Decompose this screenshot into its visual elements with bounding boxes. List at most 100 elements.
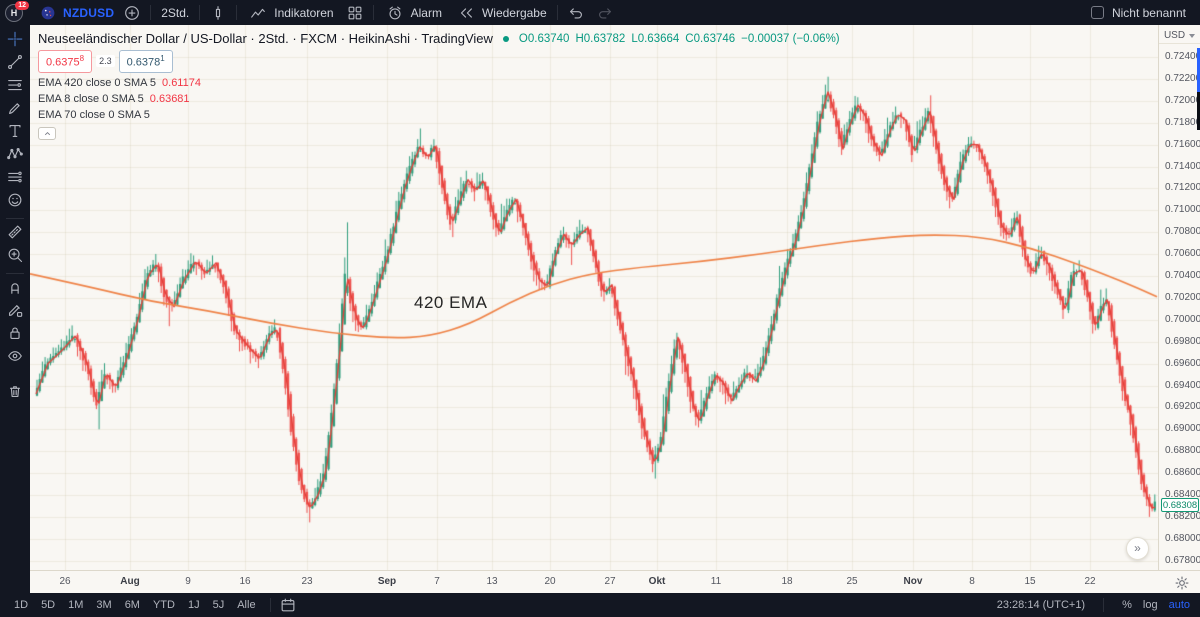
ohlc-high: H0.63782 [575,32,626,45]
time-tick-label: 26 [59,576,71,587]
price-tick-label: 0.71600 [1165,138,1200,150]
xabcd-pattern-icon [6,145,24,168]
time-tick-label: 15 [1024,576,1036,587]
range-button-3m[interactable]: 3M [90,597,117,613]
crosshair-tool-button[interactable] [2,30,28,52]
indicators-button[interactable]: Indikatoren [244,2,336,24]
playback-button[interactable]: Wiedergabe [452,2,550,24]
compare-add-symbol-button[interactable] [121,2,143,24]
toolbar-divider [556,5,558,20]
trend-line-tool-button[interactable] [2,53,28,75]
candle-style-button[interactable] [207,2,229,24]
sell-button[interactable]: 0.63758 [38,50,93,73]
chart-annotation[interactable]: 420 EMA [414,293,488,312]
range-button-alle[interactable]: Alle [231,597,261,613]
redo-button[interactable] [594,2,616,24]
drawing-toolbar [0,25,30,593]
auto-scale-button[interactable]: auto [1168,599,1190,611]
log-scale-button[interactable]: log [1142,599,1158,611]
go-to-date-button[interactable] [279,596,297,614]
chart-legend: Neuseeländischer Dollar / US-Dollar · 2S… [38,31,840,140]
remove-all-drawings-tool-button[interactable] [2,382,28,404]
range-button-6m[interactable]: 6M [119,597,146,613]
price-chart-canvas[interactable] [30,25,1158,570]
price-tick-label: 0.71800 [1165,116,1200,128]
toolbar-divider [236,5,238,20]
range-button-5j[interactable]: 5J [207,597,231,613]
text-tool-button[interactable] [2,122,28,144]
price-axis[interactable]: USD 0.72400 0.72200 0.72000 0.71800 0.71600 0… [1158,25,1200,570]
alarm-button[interactable]: Alarm [381,2,445,24]
fib-retracement-tool-button[interactable] [2,76,28,98]
lock-all-drawings-tool-button[interactable] [2,324,28,346]
clock[interactable]: 23:28:14 (UTC+1) [996,599,1086,611]
price-tick-label: 0.70600 [1165,248,1200,260]
indicator-legend-rows: EMA 420 close 0 SMA 5 0.61174 EMA 8 close … [38,77,840,121]
hide-all-drawings-tool-button[interactable] [2,347,28,369]
indicator-row[interactable]: EMA 8 close 0 SMA 5 0.63681 [38,93,840,105]
save-layout-checkbox[interactable] [1090,6,1104,19]
market-status-icon [502,35,509,42]
axis-settings-gear-icon[interactable] [1173,574,1191,595]
symbol-label: NZDUSD [63,5,115,20]
range-button-1m[interactable]: 1M [62,597,89,613]
range-button-1j[interactable]: 1J [182,597,206,613]
indicator-label: EMA 8 close 0 SMA 5 [38,92,144,105]
top-toolbar: H 12 NZDUSD 2Std. Indikatoren Alarm [0,0,1200,25]
ruler-tool-button[interactable] [2,223,28,245]
price-tick-label: 0.70200 [1165,291,1200,303]
indicators-label: Indikatoren [274,5,334,20]
zoom-in-tool-button[interactable] [2,246,28,268]
time-tick-label: 25 [846,576,858,587]
range-button-ytd[interactable]: YTD [147,597,181,613]
toolbar-divider [6,218,24,219]
indicator-row[interactable]: EMA 420 close 0 SMA 5 0.61174 [38,77,840,89]
time-axis[interactable]: 26 Aug 9 16 23 Sep 7 13 20 27 Okt 11 18 25 Nov 8 15 22 [30,570,1200,593]
price-tick-label: 0.70800 [1165,226,1200,238]
toolbar-divider [150,5,152,20]
xabcd-pattern-tool-button[interactable] [2,145,28,167]
time-tick-label: 13 [486,576,498,587]
nz-flag-icon [38,2,58,24]
ohlc-values: O0.63740 H0.63782 L0.63664 C0.63746 −0.0… [519,33,840,45]
axis-currency-toggle[interactable]: USD [1159,28,1200,44]
price-tick-label: 0.72400 [1165,51,1200,62]
percent-scale-button[interactable]: % [1122,599,1132,611]
drawing-mode-tool-button[interactable] [2,301,28,323]
sell-price-pip: 8 [79,54,85,63]
time-tick-label: Okt [648,576,666,587]
range-button-5d[interactable]: 5D [35,597,61,613]
long-short-position-tool-button[interactable] [2,168,28,190]
layout-name[interactable]: Nicht benannt [1111,5,1186,20]
buy-button[interactable]: 0.63781 [118,50,173,73]
collapse-legend-button[interactable] [38,126,56,140]
symbol-search-button[interactable]: NZDUSD [38,2,114,24]
chevron-down-icon [1189,33,1196,38]
price-tick-label: 0.69000 [1165,423,1200,435]
symbol-description[interactable]: Neuseeländischer Dollar / US-Dollar · 2S… [38,31,493,46]
magnet-tool-button[interactable] [2,278,28,300]
indicator-label: EMA 420 close 0 SMA 5 [38,76,157,89]
layout-grid-button[interactable] [344,2,366,24]
range-button-1d[interactable]: 1D [8,597,34,613]
ohlc-low: L0.63664 [631,32,680,45]
price-tick-label: 0.68000 [1165,532,1200,544]
undo-button[interactable] [565,2,587,24]
ohlc-change: −0.00037 (−0.06%) [741,32,840,45]
indicator-value: 0.63681 [149,92,190,105]
scroll-to-realtime-button[interactable]: » [1126,537,1149,560]
price-tick-label: 0.68200 [1165,510,1200,522]
user-avatar[interactable]: H 12 [5,0,29,22]
indicator-row[interactable]: EMA 70 close 0 SMA 5 [38,109,840,121]
interval-button[interactable]: 2Std. [158,2,192,24]
emoji-icon [6,191,24,214]
time-tick-label: 20 [544,576,556,587]
toolbar-divider [6,273,24,274]
sell-price: 0.6375 [46,56,80,69]
indicators-icon [247,2,269,24]
brush-tool-button[interactable] [2,99,28,121]
price-tick-label: 0.71400 [1165,160,1200,172]
emoji-tool-button[interactable] [2,191,28,213]
spread-value: 2.3 [96,55,115,68]
rewind-icon [455,2,477,24]
